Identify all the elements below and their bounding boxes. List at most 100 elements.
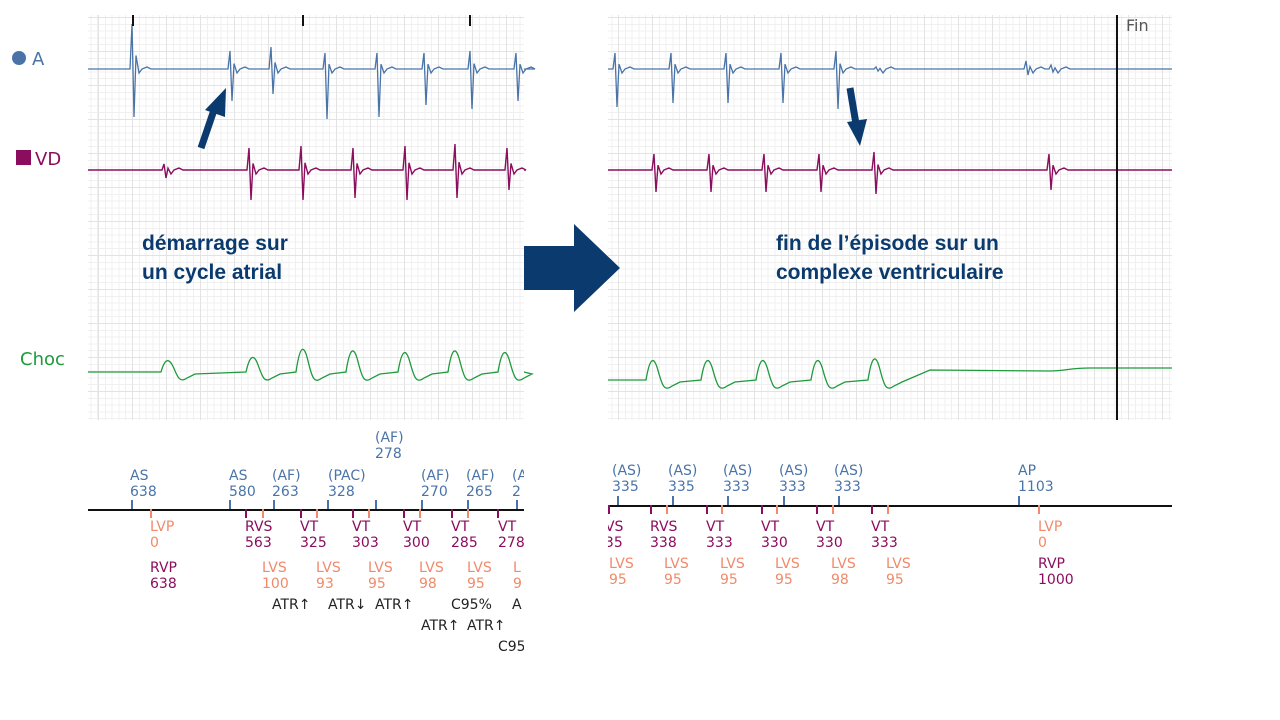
marker-text: LVS bbox=[775, 556, 800, 572]
marker-text: 93 bbox=[316, 576, 334, 592]
marker-label: A bbox=[512, 597, 522, 613]
marker-label: AS 638 bbox=[130, 468, 157, 500]
marker-tick bbox=[375, 500, 377, 509]
marker-label: LVS 95 bbox=[664, 556, 689, 588]
marker-text: VT bbox=[403, 519, 422, 535]
marker-tick bbox=[1018, 496, 1020, 505]
marker-text: LVS bbox=[886, 556, 911, 572]
marker-tick bbox=[467, 509, 469, 518]
egm-panel-end bbox=[608, 15, 1172, 420]
marker-tick bbox=[451, 509, 453, 518]
trace-a-start bbox=[88, 23, 536, 120]
marker-tick bbox=[776, 505, 778, 514]
marker-text: 95 bbox=[775, 572, 793, 588]
marker-text: LVS bbox=[609, 556, 634, 572]
marker-text: 333 bbox=[834, 479, 861, 495]
marker-label: (AS) 333 bbox=[779, 463, 808, 495]
marker-label: LVS 95 bbox=[368, 560, 393, 592]
marker-tick bbox=[727, 496, 729, 505]
trace-vd-end bbox=[608, 151, 1172, 195]
marker-text: 638 bbox=[150, 576, 177, 592]
marker-text: LVS bbox=[262, 560, 287, 576]
marker-axis bbox=[88, 509, 524, 511]
marker-text: 95 bbox=[886, 572, 904, 588]
marker-tick bbox=[838, 496, 840, 505]
marker-label: RVP 638 bbox=[150, 560, 177, 592]
marker-text: (AF) bbox=[421, 468, 450, 484]
marker-text: LVS bbox=[720, 556, 745, 572]
marker-label: (PAC) 328 bbox=[328, 468, 366, 500]
marker-label: VT 278 bbox=[498, 519, 524, 551]
marker-tick bbox=[650, 505, 652, 514]
marker-tick bbox=[516, 500, 518, 509]
marker-tick bbox=[368, 509, 370, 518]
marker-channel-start: AS 638 AS 580 (AF) 263 (PAC) 328 (AF) 278 (AF) 270(… bbox=[0, 420, 524, 660]
square-icon bbox=[16, 150, 31, 165]
right-arrow-icon bbox=[524, 224, 620, 312]
marker-text: 95 bbox=[664, 572, 682, 588]
marker-label: VT 330 bbox=[761, 519, 788, 551]
marker-tick bbox=[467, 500, 469, 509]
marker-label: VT 285 bbox=[451, 519, 478, 551]
marker-label: ATR↓ bbox=[328, 597, 367, 613]
caption-start: démarrage sur un cycle atrial bbox=[142, 232, 288, 284]
channel-choc-label: Choc bbox=[20, 349, 65, 370]
marker-text: 335 bbox=[612, 479, 639, 495]
marker-text: 270 bbox=[421, 484, 448, 500]
marker-text: RVS bbox=[650, 519, 678, 535]
marker-text: 325 bbox=[300, 535, 327, 551]
marker-text: C95 bbox=[498, 639, 524, 655]
marker-tick bbox=[327, 500, 329, 509]
marker-text: 333 bbox=[871, 535, 898, 551]
marker-text: VT bbox=[352, 519, 371, 535]
marker-tick bbox=[229, 500, 231, 509]
marker-text: 278 bbox=[498, 535, 524, 551]
marker-text: 2 bbox=[512, 484, 521, 500]
marker-text: LVP bbox=[150, 519, 175, 535]
marker-label: VT 330 bbox=[816, 519, 843, 551]
marker-tick bbox=[816, 505, 818, 514]
fin-label: Fin bbox=[1126, 16, 1149, 35]
marker-label: LVS 95 bbox=[886, 556, 911, 588]
marker-text: 328 bbox=[328, 484, 355, 500]
marker-label: ATR↑ bbox=[421, 618, 460, 634]
marker-text: ATR↑ bbox=[421, 618, 460, 634]
marker-text: RVP bbox=[150, 560, 177, 576]
marker-text: AS bbox=[130, 468, 149, 484]
marker-tick bbox=[262, 509, 264, 518]
marker-text: 265 bbox=[466, 484, 493, 500]
marker-text: 0 bbox=[150, 535, 159, 551]
trace-choc-end bbox=[608, 358, 1172, 389]
marker-tick bbox=[721, 505, 723, 514]
marker-text: VT bbox=[706, 519, 725, 535]
marker-text: 300 bbox=[403, 535, 430, 551]
marker-tick bbox=[871, 505, 873, 514]
marker-label: (A 2 bbox=[512, 468, 524, 500]
marker-label: AS 580 bbox=[229, 468, 256, 500]
marker-text: 95 bbox=[368, 576, 386, 592]
marker-text: (AF) bbox=[466, 468, 495, 484]
marker-label: RVP 1000 bbox=[1038, 556, 1074, 588]
trace-choc-start bbox=[88, 348, 534, 381]
marker-text: 330 bbox=[816, 535, 843, 551]
marker-text: 335 bbox=[608, 535, 623, 551]
marker-text: 1103 bbox=[1018, 479, 1054, 495]
arrow-down-icon bbox=[846, 87, 860, 125]
marker-text: 330 bbox=[761, 535, 788, 551]
arrow-up-icon-head bbox=[205, 88, 226, 117]
marker-text: LVP bbox=[1038, 519, 1063, 535]
marker-tick bbox=[497, 509, 499, 518]
marker-text: ATR↑ bbox=[467, 618, 506, 634]
marker-text: ATR↓ bbox=[328, 597, 367, 613]
marker-text: (AS) bbox=[668, 463, 698, 479]
marker-text: VT bbox=[451, 519, 470, 535]
marker-label: C95% bbox=[451, 597, 492, 613]
marker-label: (AS) 335 bbox=[668, 463, 697, 495]
marker-text: A bbox=[512, 597, 522, 613]
marker-label: (AS) 333 bbox=[834, 463, 863, 495]
marker-text: 338 bbox=[650, 535, 677, 551]
marker-text: ATR↑ bbox=[272, 597, 311, 613]
marker-text: 0 bbox=[1038, 535, 1047, 551]
